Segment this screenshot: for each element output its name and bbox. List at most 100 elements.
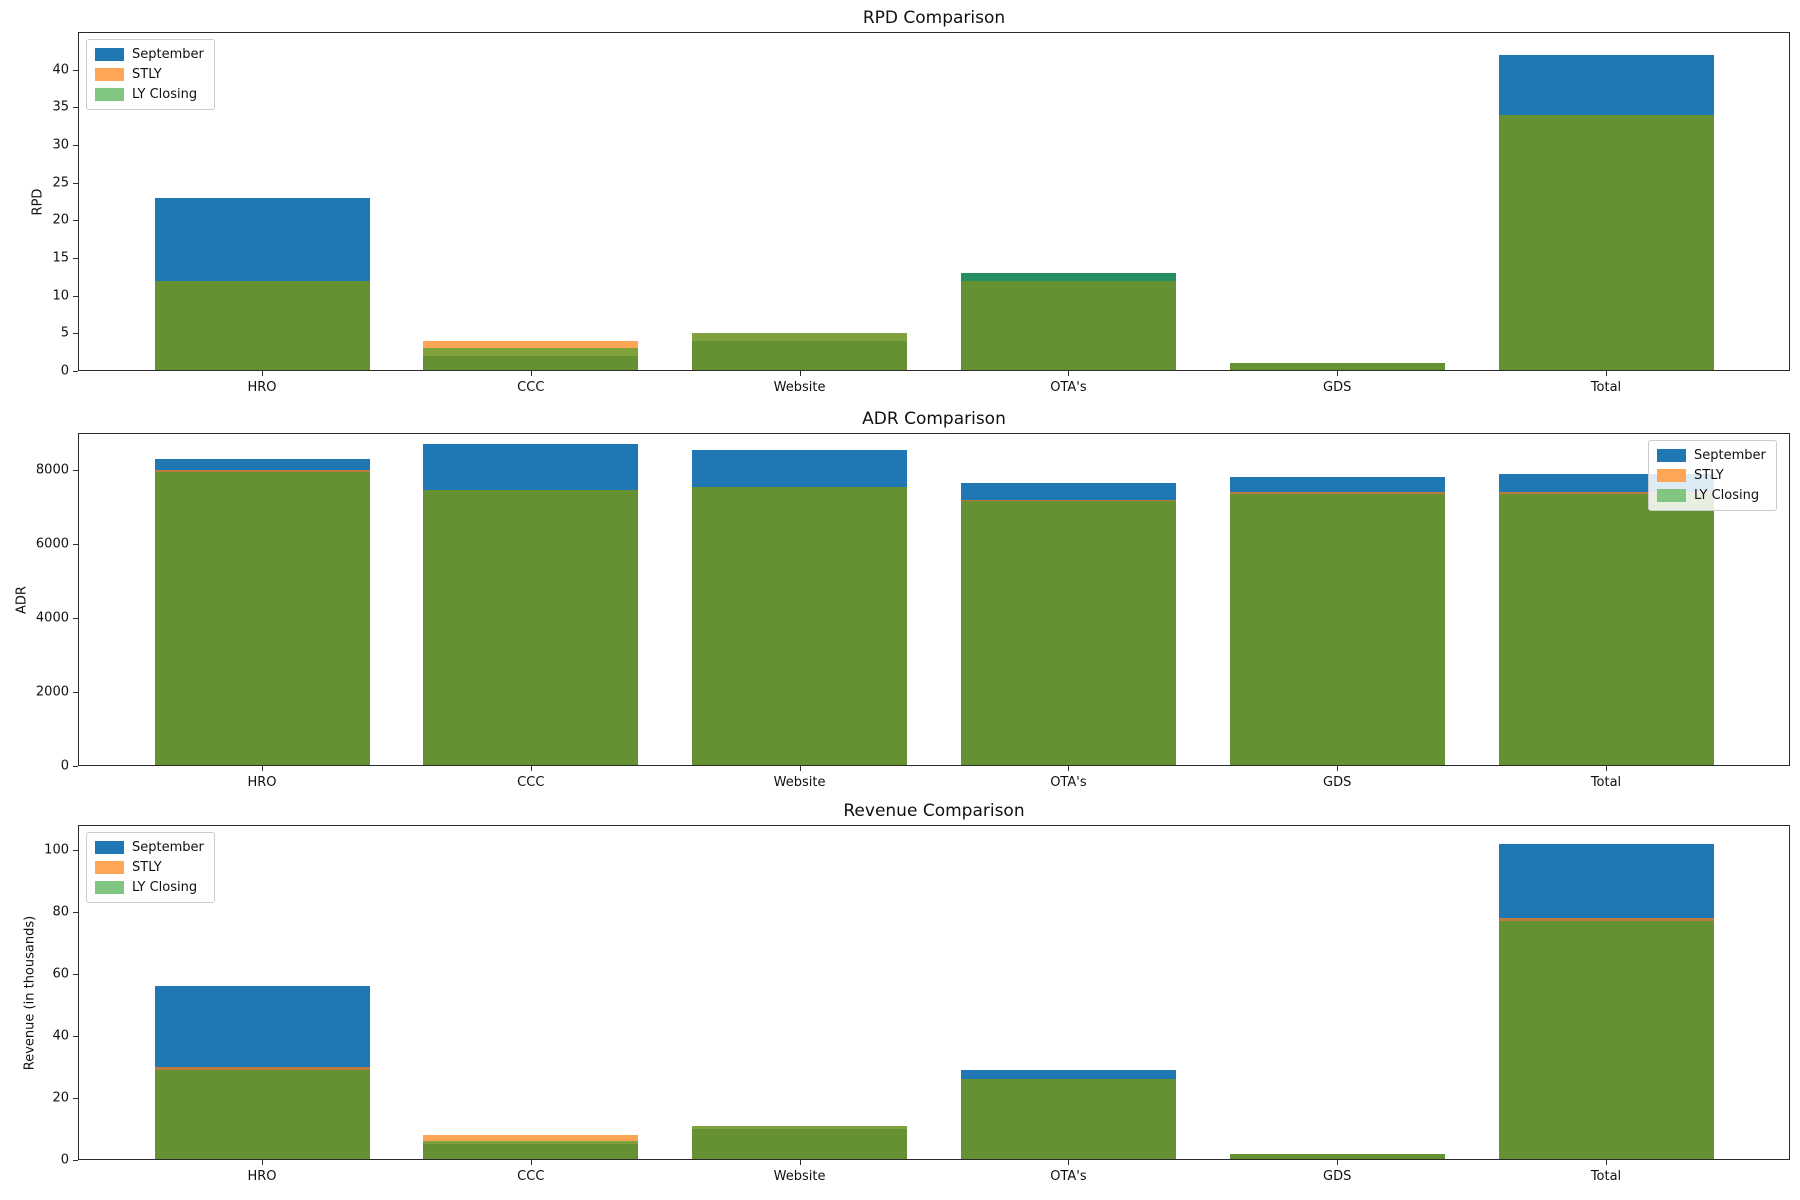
y-tick-mark	[73, 766, 78, 767]
plot-area	[78, 825, 1790, 1160]
chart-title: RPD Comparison	[862, 8, 1006, 28]
x-tick-label-total: Total	[1590, 380, 1622, 395]
legend-item-stly: STLY	[95, 860, 204, 875]
y-tick-label: 20	[52, 1090, 69, 1106]
legend-item-september: September	[1657, 448, 1766, 463]
y-tick-label: 35	[52, 99, 69, 115]
x-tick-mark	[1068, 1160, 1070, 1165]
bar-ly-closing-ccc	[423, 490, 639, 766]
x-tick-label-hro: HRO	[247, 380, 277, 395]
y-tick-mark	[73, 295, 78, 297]
x-tick-label-ccc: CCC	[517, 380, 545, 395]
bar-ly-closing-website	[692, 333, 908, 371]
y-tick-label: 8000	[35, 462, 69, 478]
legend-swatch-stly	[95, 68, 124, 81]
x-tick-mark	[530, 371, 532, 376]
x-tick-mark	[799, 1160, 801, 1165]
legend-item-stly: STLY	[1657, 468, 1766, 483]
y-tick-mark	[73, 69, 78, 71]
legend-swatch-ly-closing	[95, 881, 124, 894]
chart-title: ADR Comparison	[862, 409, 1006, 429]
x-tick-label-total: Total	[1590, 775, 1622, 790]
chart-title: Revenue Comparison	[843, 801, 1025, 821]
y-tick-mark	[73, 618, 78, 619]
y-tick-label: 40	[52, 62, 69, 78]
x-tick-mark	[262, 766, 263, 771]
x-tick-label-hro: HRO	[247, 1169, 277, 1184]
y-tick-mark	[73, 973, 78, 975]
y-tick-label: 20	[52, 212, 69, 228]
legend-label-stly: STLY	[132, 860, 162, 875]
y-tick-mark	[73, 849, 78, 851]
y-tick-label: 5	[60, 325, 69, 341]
legend-swatch-stly	[95, 861, 124, 874]
x-tick-mark	[799, 371, 801, 376]
legend-item-ly-closing: LY Closing	[95, 880, 204, 895]
legend-label-stly: STLY	[1694, 468, 1724, 483]
y-tick-label: 80	[52, 904, 69, 920]
x-tick-mark	[1337, 371, 1339, 376]
y-tick-mark	[73, 911, 78, 913]
x-tick-label-website: Website	[773, 775, 826, 790]
legend-label-september: September	[132, 840, 204, 855]
y-tick-label: 0	[60, 758, 69, 774]
y-tick-label: 40	[52, 1028, 69, 1044]
bar-ly-closing-gds	[1229, 494, 1445, 766]
y-axis-label: RPD	[30, 188, 46, 215]
legend-item-ly-closing: LY Closing	[1657, 488, 1766, 503]
legend: September STLY LY Closing	[86, 832, 215, 903]
x-tick-mark	[799, 766, 801, 771]
legend-swatch-september	[95, 841, 124, 854]
y-tick-label: 2000	[35, 684, 69, 700]
x-tick-mark	[530, 766, 532, 771]
bar-ly-closing-total	[1498, 114, 1714, 371]
y-tick-mark	[73, 371, 78, 372]
x-tick-label-hro: HRO	[247, 775, 277, 790]
x-tick-mark	[1606, 1160, 1607, 1165]
x-tick-mark	[262, 1160, 263, 1165]
legend-item-september: September	[95, 840, 204, 855]
legend-label-ly-closing: LY Closing	[1694, 488, 1760, 503]
y-tick-label: 0	[60, 363, 69, 379]
plot-area	[78, 32, 1790, 371]
x-tick-label-gds: GDS	[1323, 380, 1352, 395]
y-tick-mark	[73, 470, 78, 471]
bar-ly-closing-ota-s	[960, 273, 1176, 371]
y-tick-mark	[73, 1160, 78, 1161]
x-tick-label-ccc: CCC	[517, 775, 545, 790]
y-axis-label: Revenue (in thousands)	[22, 915, 38, 1070]
x-tick-mark	[1606, 766, 1607, 771]
x-tick-label-gds: GDS	[1323, 1169, 1352, 1184]
bar-ly-closing-ccc	[423, 348, 639, 371]
bar-ly-closing-hro	[154, 280, 370, 371]
x-tick-label-total: Total	[1590, 1169, 1622, 1184]
bar-ly-closing-ota-s	[960, 1079, 1176, 1160]
legend-item-september: September	[95, 47, 204, 62]
x-tick-label-gds: GDS	[1323, 775, 1352, 790]
bar-ly-closing-website	[692, 486, 908, 766]
legend-item-ly-closing: LY Closing	[95, 87, 204, 102]
bar-ly-closing-ota-s	[960, 501, 1176, 766]
x-tick-mark	[1068, 766, 1070, 771]
y-axis-label: ADR	[14, 585, 30, 614]
legend-swatch-ly-closing	[1657, 489, 1686, 502]
y-tick-label: 15	[52, 250, 69, 266]
legend-swatch-stly	[1657, 469, 1686, 482]
y-tick-mark	[73, 107, 78, 109]
legend-item-stly: STLY	[95, 67, 204, 82]
y-tick-label: 25	[52, 175, 69, 191]
y-tick-mark	[73, 145, 78, 146]
y-tick-mark	[73, 692, 78, 693]
y-tick-mark	[73, 333, 78, 335]
y-tick-label: 0	[60, 1152, 69, 1168]
x-tick-mark	[1337, 1160, 1339, 1165]
legend: September STLY LY Closing	[1648, 440, 1777, 511]
y-tick-label: 6000	[35, 536, 69, 552]
y-tick-mark	[73, 544, 78, 545]
x-tick-mark	[262, 371, 263, 376]
legend-swatch-september	[1657, 449, 1686, 462]
x-tick-label-ota-s: OTA's	[1050, 775, 1087, 790]
x-tick-mark	[1606, 371, 1607, 376]
legend-label-september: September	[1694, 448, 1766, 463]
